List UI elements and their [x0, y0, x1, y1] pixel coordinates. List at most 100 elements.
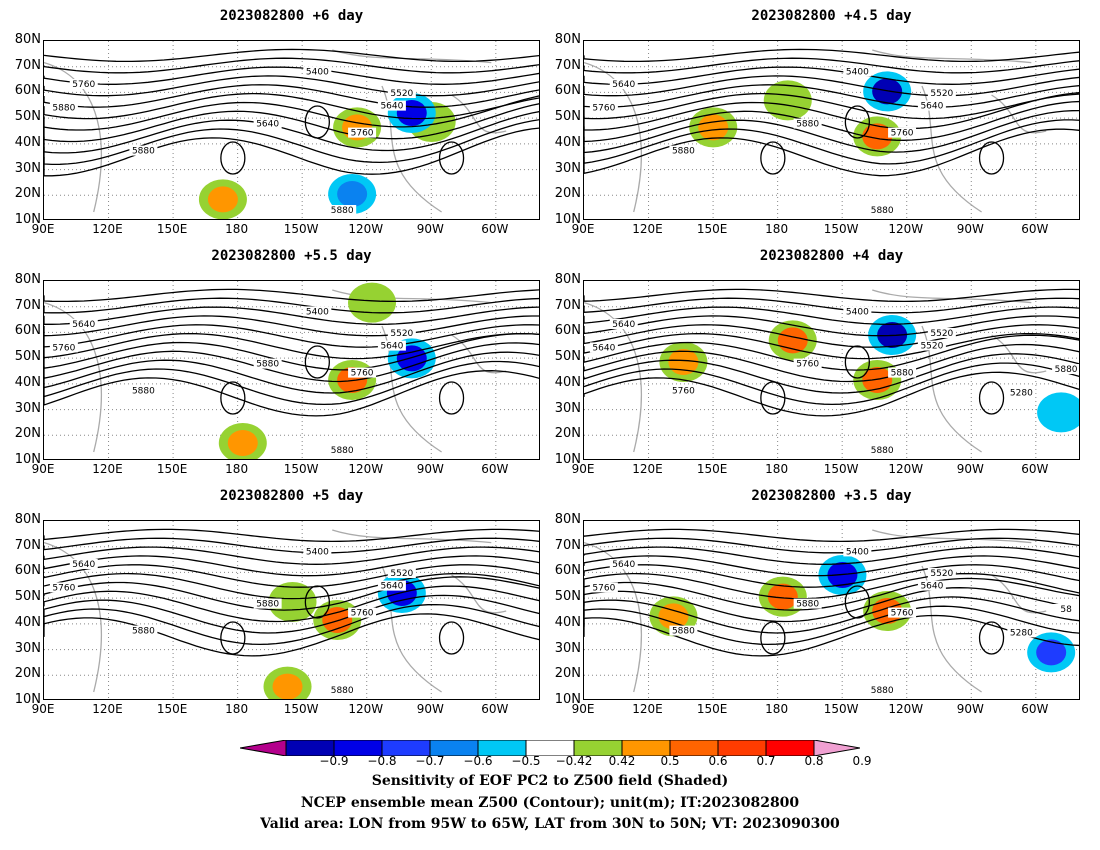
contour-label: 5520 [390, 569, 413, 579]
z500-contour [584, 334, 1079, 371]
contour-label: 5520 [390, 329, 413, 339]
z500-contour [44, 333, 539, 371]
contour-label: 5880 [52, 103, 75, 113]
sensitivity-shade-core [772, 87, 803, 114]
z500-contour [584, 362, 1079, 406]
lat-tick-label: 20N [554, 186, 581, 202]
contour-label: 5880 [256, 360, 279, 370]
lon-tick-label: 150W [283, 702, 319, 716]
lon-tick-label: 90E [31, 462, 55, 476]
z500-contour [44, 66, 539, 85]
contour-label: 5760 [72, 80, 95, 90]
lon-tick-label: 180 [225, 702, 249, 716]
z500-contour [44, 127, 539, 177]
lat-tick-label: 60N [554, 323, 581, 339]
lon-tick-label: 120E [92, 462, 123, 476]
contour-label: 5640 [380, 102, 403, 112]
z500-contour [44, 75, 539, 97]
lon-tick-label: 90E [31, 222, 55, 236]
sensitivity-shade-core [272, 673, 303, 699]
closed-contour [978, 381, 1005, 415]
z500-contour [44, 528, 539, 543]
contour-label: 5400 [846, 307, 869, 317]
z500-contour [584, 343, 1079, 383]
z500-contour [44, 297, 539, 314]
contour-label: 5880 [132, 627, 155, 637]
z500-contour [584, 577, 1079, 611]
z500-contour [584, 297, 1079, 314]
contour-label: 5520 [920, 342, 943, 352]
sensitivity-shade-core [207, 186, 238, 213]
lon-tick-label: 150E [156, 222, 188, 236]
z500-contour [44, 92, 539, 120]
panel-title: 2023082800 +5 day [219, 488, 364, 504]
lat-tick-label: 40N [14, 134, 41, 150]
lon-tick-label: 180 [225, 462, 249, 476]
lon-tick-label: 150E [156, 702, 188, 716]
sensitivity-shade-core [698, 114, 729, 141]
z500-contour [44, 306, 539, 325]
lon-tick-label: 60W [1021, 222, 1049, 236]
lon-tick-label: 90E [571, 702, 595, 716]
colorbar-tick-label: −0.7 [415, 754, 445, 768]
contour-label: 5280 [1010, 388, 1033, 398]
lon-tick-label: 90E [571, 222, 595, 236]
panel-title: 2023082800 +4.5 day [751, 8, 912, 24]
contour-label: 5400 [306, 547, 329, 557]
lat-tick-label: 50N [554, 349, 581, 365]
z500-contour [44, 288, 539, 303]
colorbar-tick-label: 0.9 [852, 754, 872, 768]
lon-tick-label: 120E [632, 462, 663, 476]
lat-tick-label: 10N [554, 212, 581, 227]
lat-tick-label: 60N [554, 83, 581, 99]
lat-tick-label: 30N [554, 400, 581, 416]
lat-tick-label: 20N [14, 426, 41, 442]
z500-contour [44, 324, 539, 348]
contour-label: 5760 [52, 583, 75, 593]
contour-label: 5880 [796, 600, 819, 610]
panel-title: 2023082800 +4 day [759, 248, 904, 264]
sensitivity-shade-core [357, 289, 388, 316]
contour-label: 5880 [871, 686, 894, 696]
lon-tick-label: 90W [416, 222, 444, 236]
panel-title: 2023082800 +5.5 day [211, 248, 372, 264]
lon-tick-label: 90W [956, 462, 984, 476]
closed-contour [220, 621, 246, 655]
contour-label: 5880 [871, 446, 894, 456]
colorbar-tick-label: 0.42 [608, 754, 636, 768]
z500-contour [584, 109, 1079, 154]
lat-tick-label: 70N [14, 57, 41, 73]
z500-contour [584, 315, 1079, 337]
contour-label: 5640 [72, 320, 95, 330]
panel-title: 2023082800 +6 day [219, 8, 364, 24]
z500-contour [584, 555, 1079, 577]
map-svg: 5400 5520 5640 5640 5760 5880 5760 5880 5880 [44, 281, 539, 459]
contour-label: 5640 [380, 342, 403, 352]
lat-tick-label: 80N [554, 272, 581, 287]
colorbar-tick-label: 0.6 [708, 754, 728, 768]
lat-tick-label: 50N [554, 589, 581, 605]
colorbar [240, 740, 860, 756]
map-svg: 5400 5520 5640 5760 5880 5640 5760 5880 5880 [44, 41, 539, 219]
lon-tick-label: 120W [348, 702, 384, 716]
lat-tick-label: 60N [14, 323, 41, 339]
lon-tick-label: 120E [632, 222, 663, 236]
z500-contour [584, 48, 1079, 63]
contour-label: 5400 [306, 67, 329, 77]
map-panel: 5400 5520 5640 5640 5760 5880 5760 5880 5880 [583, 40, 1080, 220]
z500-contour [44, 603, 539, 646]
lon-tick-label: 60W [481, 702, 509, 716]
lat-tick-label: 50N [14, 589, 41, 605]
sensitivity-shade-core [862, 123, 893, 150]
lat-tick-label: 70N [554, 57, 581, 73]
z500-contour [44, 594, 539, 634]
sensitivity-shade-core [1046, 399, 1077, 426]
z500-contour [584, 614, 1079, 657]
z500-contour [584, 57, 1079, 74]
lat-tick-label: 30N [554, 640, 581, 656]
lon-tick-label: 90W [416, 462, 444, 476]
lat-tick-label: 60N [14, 563, 41, 579]
lon-tick-label: 60W [481, 462, 509, 476]
closed-contour [304, 345, 331, 379]
sensitivity-shade-core [277, 589, 308, 615]
